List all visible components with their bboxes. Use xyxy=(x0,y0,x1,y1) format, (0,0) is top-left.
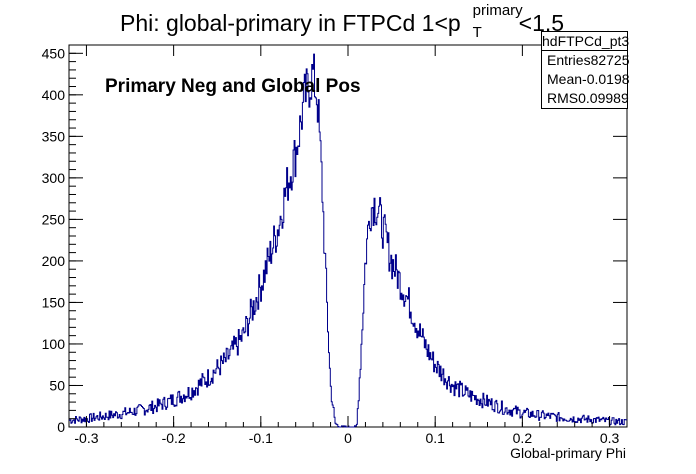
x-tick-label: 0 xyxy=(344,430,352,446)
stats-value: 0.09989 xyxy=(578,90,629,106)
title-subscript: T xyxy=(472,24,482,41)
y-tick-label: 200 xyxy=(42,253,66,269)
stats-box-title: hdFTPCd_pt3 xyxy=(542,33,630,51)
x-tick-label: -0.2 xyxy=(162,430,186,446)
y-tick-label: 300 xyxy=(42,170,66,186)
y-tick-label: 400 xyxy=(42,87,66,103)
y-tick-label: 350 xyxy=(42,128,66,144)
y-tick-label: 100 xyxy=(42,336,66,352)
x-tick-label: 0.1 xyxy=(425,430,445,446)
stats-label: RMS xyxy=(547,90,579,106)
y-tick-label: 150 xyxy=(42,294,66,310)
y-tick-label: 450 xyxy=(42,45,66,61)
stats-box: hdFTPCd_pt3 Entries 82725 Mean -0.0198 R… xyxy=(541,31,630,109)
title-prefix: Phi: global-primary in FTPCd 1<p xyxy=(120,10,461,36)
stats-value: -0.0198 xyxy=(582,71,630,87)
stats-label: Mean xyxy=(547,71,583,87)
title-superscript: primary xyxy=(472,2,523,19)
x-tick-label: 0.3 xyxy=(600,430,620,446)
y-tick-label: 0 xyxy=(57,419,65,435)
x-axis-label: Global-primary Phi xyxy=(510,445,626,461)
x-tick-label: 0.2 xyxy=(513,430,533,446)
histogram-series xyxy=(69,53,627,428)
x-tick-label: -0.3 xyxy=(74,430,98,446)
y-tick-label: 50 xyxy=(49,377,65,393)
stats-row-mean: Mean -0.0198 xyxy=(542,70,630,89)
stats-row-entries: Entries 82725 xyxy=(542,51,630,70)
stats-label: Entries xyxy=(547,52,591,68)
stats-row-rms: RMS 0.09989 xyxy=(542,89,629,108)
annotation-label: Primary Neg and Global Pos xyxy=(105,76,361,97)
stats-value: 82725 xyxy=(590,52,630,68)
y-tick-label: 250 xyxy=(42,211,66,227)
chart-title: Phi: global-primary in FTPCd 1<p​primary… xyxy=(120,2,564,41)
x-tick-label: -0.1 xyxy=(249,430,273,446)
